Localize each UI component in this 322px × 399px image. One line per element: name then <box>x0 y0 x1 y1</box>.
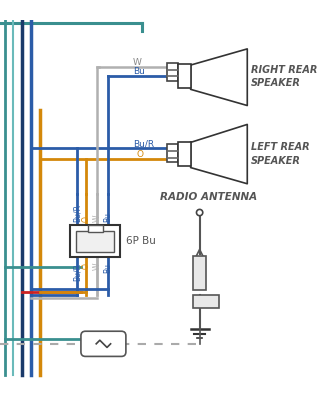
Text: Bu: Bu <box>133 67 145 76</box>
Text: W: W <box>93 214 102 221</box>
Text: RADIO ANTENNA: RADIO ANTENNA <box>160 192 257 202</box>
Bar <box>88 225 102 232</box>
Circle shape <box>196 209 203 216</box>
Bar <box>76 231 114 252</box>
Bar <box>193 256 206 290</box>
Text: 6P Bu: 6P Bu <box>126 236 156 246</box>
Text: Bu: Bu <box>103 211 112 221</box>
Bar <box>167 144 178 162</box>
Text: W: W <box>133 58 142 67</box>
Text: Bu/R: Bu/R <box>133 140 154 149</box>
Bar <box>70 225 120 257</box>
Text: O: O <box>82 263 91 269</box>
Text: O: O <box>137 150 144 160</box>
Text: Bu/R: Bu/R <box>73 263 82 281</box>
Text: O: O <box>82 215 91 221</box>
Bar <box>178 64 191 87</box>
Bar <box>178 142 191 166</box>
Text: W: W <box>93 263 102 271</box>
Bar <box>193 295 219 308</box>
Text: Bu/R: Bu/R <box>73 203 82 221</box>
Bar <box>167 63 178 81</box>
FancyBboxPatch shape <box>81 331 126 356</box>
Text: LEFT REAR
SPEAKER: LEFT REAR SPEAKER <box>251 142 309 166</box>
Text: RIGHT REAR
SPEAKER: RIGHT REAR SPEAKER <box>251 65 317 88</box>
Text: Bu: Bu <box>103 263 112 273</box>
